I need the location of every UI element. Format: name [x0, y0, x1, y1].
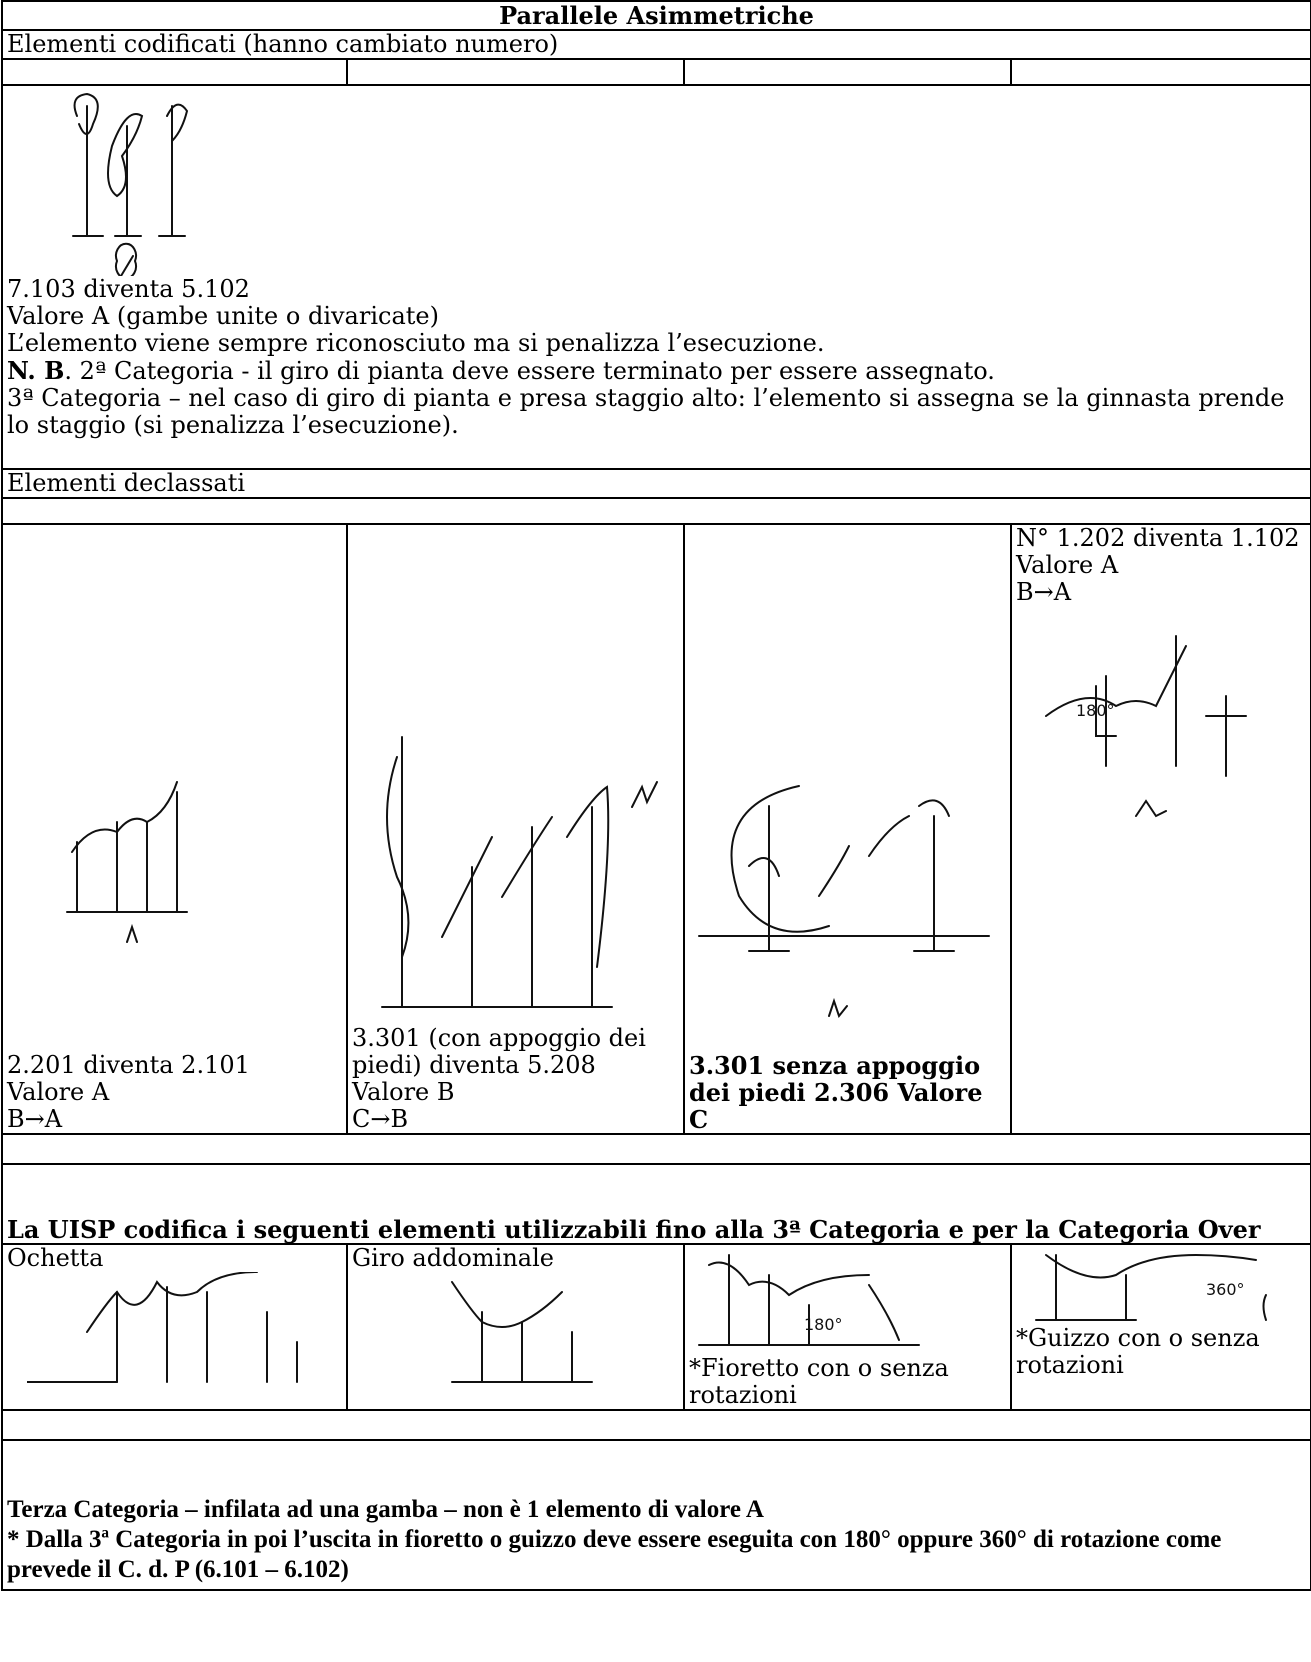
empty-row — [0, 497, 1311, 525]
note: * Dalla 3ª Categoria in poi l’uscita in … — [7, 1526, 1222, 1583]
nb-text: . 2ª Categoria - il giro di pianta deve … — [64, 357, 995, 385]
text-line: N. B. 2ª Categoria - il giro di pianta d… — [7, 357, 1306, 385]
figure-sketch — [698, 785, 990, 1019]
empty-cell — [683, 58, 1012, 86]
empty-row — [0, 1409, 1311, 1441]
declassed-text: Valore A — [1016, 551, 1119, 579]
element-table: Parallele Asimmetriche Elementi codifica… — [0, 0, 1311, 1591]
declassed-text: C→B — [352, 1105, 409, 1133]
note: Terza Categoria – infilata ad una gamba … — [7, 1496, 764, 1523]
text-line: 7.103 diventa 5.102 — [7, 275, 250, 303]
declassed-text: Valore B — [352, 1078, 455, 1106]
title: Parallele Asimmetriche — [0, 0, 1311, 31]
figure-sketch: 180° — [1045, 635, 1247, 818]
section-heading: La UISP codifica i seguenti elementi uti… — [0, 1163, 1311, 1245]
figure-sketch — [72, 92, 189, 276]
figure-sketch: 180° — [698, 1254, 920, 1346]
uisp-label: Ochetta — [7, 1244, 104, 1272]
figure-sketch — [381, 736, 658, 1008]
declassed-text: B→A — [1016, 578, 1072, 606]
declassed-text: N° 1.202 diventa 1.102 — [1016, 524, 1300, 552]
uisp-cell: 360° *Guizzo con o senza rotazioni — [1009, 1243, 1311, 1411]
figure-sketch — [451, 1281, 593, 1383]
declassed-cell: 3.301 (con appoggio dei piedi) diventa 5… — [346, 523, 685, 1135]
empty-row — [0, 1133, 1311, 1165]
empty-cell — [346, 58, 685, 86]
uisp-label: *Guizzo con o senza rotazioni — [1016, 1324, 1260, 1379]
text-line: 3ª Categoria – nel caso di giro di piant… — [7, 384, 1285, 439]
empty-cell — [1009, 58, 1311, 86]
declassed-cell: N° 1.202 diventa 1.102 Valore A B→A 180° — [1009, 523, 1311, 1135]
uisp-cell: 180° *Fioretto con o senza rotazioni — [683, 1243, 1012, 1411]
figure-label: 360° — [1206, 1280, 1245, 1299]
section-heading: Elementi codificati (hanno cambiato nume… — [0, 29, 1311, 60]
declassed-cell: 3.301 senza appoggio dei piedi 2.306 Val… — [683, 523, 1012, 1135]
declassed-text: 3.301 senza appoggio dei piedi 2.306 Val… — [689, 1051, 983, 1134]
uisp-cell: Ochetta — [1, 1243, 348, 1411]
figure-sketch: 360° — [1035, 1253, 1267, 1321]
notes-cell: Terza Categoria – infilata ad una gamba … — [0, 1439, 1311, 1591]
nb-label: N. B — [7, 356, 65, 385]
section-heading: Elementi declassati — [0, 468, 1311, 499]
uisp-label: *Fioretto con o senza rotazioni — [689, 1354, 949, 1409]
figure-label: 180° — [804, 1315, 843, 1334]
declassed-text: 2.201 diventa 2.101 — [7, 1051, 250, 1079]
figure-sketch — [27, 1272, 298, 1383]
empty-cell — [1, 58, 348, 86]
text-line: L’elemento viene sempre riconosciuto ma … — [7, 329, 825, 357]
figure-label: 180° — [1076, 701, 1115, 720]
declassed-text: B→A — [7, 1105, 63, 1133]
declassed-cell: 2.201 diventa 2.101 Valore A B→A — [1, 523, 348, 1135]
codified-cell: 7.103 diventa 5.102 Valore A (gambe unit… — [0, 84, 1311, 470]
figure-sketch — [66, 781, 188, 943]
text-line: Valore A (gambe unite o divaricate) — [7, 302, 439, 330]
uisp-label: Giro addominale — [352, 1244, 554, 1272]
uisp-cell: Giro addominale — [346, 1243, 685, 1411]
declassed-text: Valore A — [7, 1078, 110, 1106]
declassed-text: 3.301 (con appoggio dei piedi) diventa 5… — [352, 1024, 646, 1079]
